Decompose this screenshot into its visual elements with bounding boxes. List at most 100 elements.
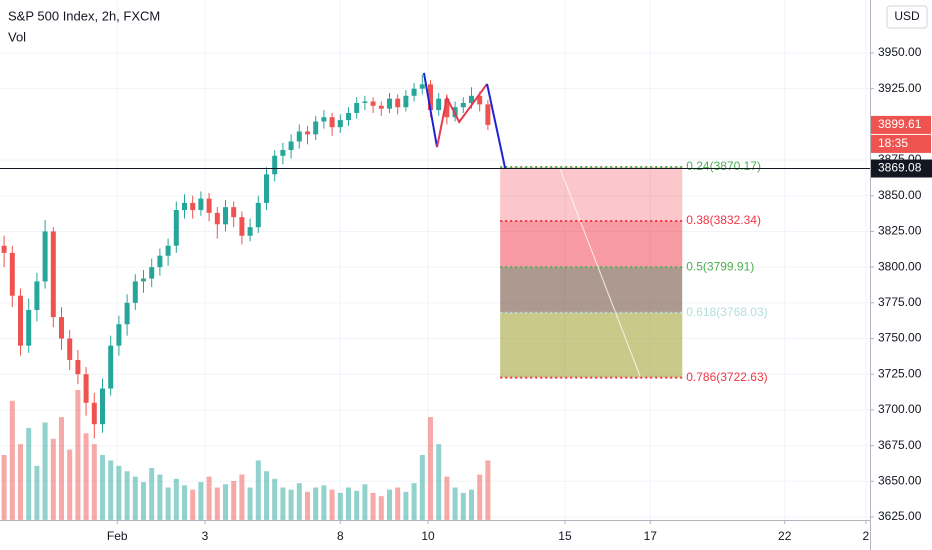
y-tick-label: 3700.00: [878, 402, 922, 416]
volume-bar: [386, 489, 392, 520]
y-tick-label: 3800.00: [878, 259, 922, 273]
candle-body: [9, 252, 15, 296]
x-tick-label: 3: [202, 529, 209, 543]
candle-body: [419, 84, 425, 89]
candle-body: [124, 302, 130, 325]
candle-body: [272, 155, 278, 175]
volume-bar: [321, 485, 327, 520]
volume-bar: [460, 492, 466, 520]
candle-body: [50, 231, 56, 318]
volume-bar: [140, 482, 146, 520]
fib-zone: [500, 220, 683, 268]
volume-bar: [124, 471, 130, 520]
fib-label: 0.5(3799.91): [686, 259, 754, 273]
candle-body: [91, 402, 97, 425]
volume-bar: [313, 487, 319, 520]
volume-bar: [362, 484, 368, 520]
volume-bar: [50, 438, 56, 520]
volume-bar: [263, 471, 269, 520]
candle-body: [116, 324, 122, 346]
candle-body: [165, 245, 171, 256]
fib-zone: [500, 312, 683, 378]
currency-button[interactable]: [886, 5, 928, 29]
volume-bar: [214, 487, 220, 520]
volume-bar: [378, 496, 384, 520]
candle-body: [321, 117, 327, 122]
volume-bar: [468, 489, 474, 520]
trend-line: [559, 168, 641, 378]
candle-body: [149, 267, 155, 279]
candle-body: [263, 174, 269, 203]
x-tick-label: 17: [644, 529, 658, 543]
candle-body: [222, 207, 228, 225]
volume-bar: [83, 433, 89, 520]
volume-bar: [173, 478, 179, 520]
candle-body: [485, 104, 491, 125]
candle-body: [288, 141, 294, 151]
candle-body: [280, 150, 286, 156]
countdown-label: 18:35: [878, 136, 908, 150]
candle-body: [75, 359, 81, 375]
pattern-line: [486, 83, 507, 169]
candle-body: [190, 202, 196, 211]
candle-body: [239, 217, 245, 236]
candle-body: [304, 131, 310, 135]
candle-body: [26, 309, 32, 346]
crosshair-box: [871, 159, 932, 178]
candle-body: [403, 95, 409, 108]
volume-bar: [255, 460, 261, 520]
volume-bar: [58, 417, 64, 520]
volume-bar: [354, 490, 360, 520]
volume-bar: [304, 491, 310, 520]
volume-bar: [42, 422, 48, 520]
x-tick-label: 8: [337, 529, 344, 543]
volume-bar: [452, 487, 458, 520]
currency-label[interactable]: USD: [894, 9, 920, 23]
volume-bar: [411, 483, 417, 520]
y-tick-label: 3675.00: [878, 438, 922, 452]
candle-body: [354, 102, 360, 113]
candle-body: [99, 388, 105, 425]
candle-body: [231, 207, 237, 218]
y-tick-label: 3850.00: [878, 188, 922, 202]
axes: 3625.00 3650.00 3675.00 3700.00 3725.00 3750.…: [107, 45, 932, 543]
countdown-box: [871, 134, 931, 153]
chart-title: S&P 500 Index, 2h, FXCM: [8, 8, 160, 23]
candle-body: [198, 198, 204, 211]
volume-bar: [198, 482, 204, 520]
volume-bar: [296, 483, 302, 520]
candle-body: [108, 345, 114, 389]
volume-bar: [403, 491, 409, 520]
candle-body: [468, 95, 474, 103]
volume-bar: [222, 484, 228, 520]
volume-label: Vol: [8, 29, 26, 44]
candle-body: [370, 101, 376, 106]
candle-body: [345, 112, 351, 121]
pattern-line: [422, 72, 439, 148]
volume-bar: [436, 444, 442, 520]
candle-body: [181, 202, 187, 211]
volume-bar: [280, 487, 286, 520]
candle-body: [460, 102, 466, 108]
volume-bar: [108, 460, 114, 520]
last-price-box: [871, 115, 931, 134]
volume-bar: [370, 492, 376, 520]
candle-body: [132, 281, 138, 303]
candle-body: [34, 281, 40, 310]
volume-bar: [272, 478, 278, 520]
candle-body: [42, 231, 48, 282]
volume-bar: [345, 487, 351, 520]
candle-body: [157, 255, 163, 268]
volume-bar: [419, 455, 425, 520]
candle-body: [206, 198, 212, 213]
candle-body: [444, 98, 450, 118]
volume-bar: [427, 417, 433, 520]
fib-label: 0.24(3870.17): [686, 159, 761, 173]
volume-bar: [157, 474, 163, 520]
y-tick-label: 3950.00: [878, 45, 922, 59]
volume-bar: [337, 492, 343, 520]
candle-body: [296, 131, 302, 142]
candle-body: [411, 88, 417, 96]
candle-body: [386, 98, 392, 109]
volume-bar: [231, 481, 237, 520]
